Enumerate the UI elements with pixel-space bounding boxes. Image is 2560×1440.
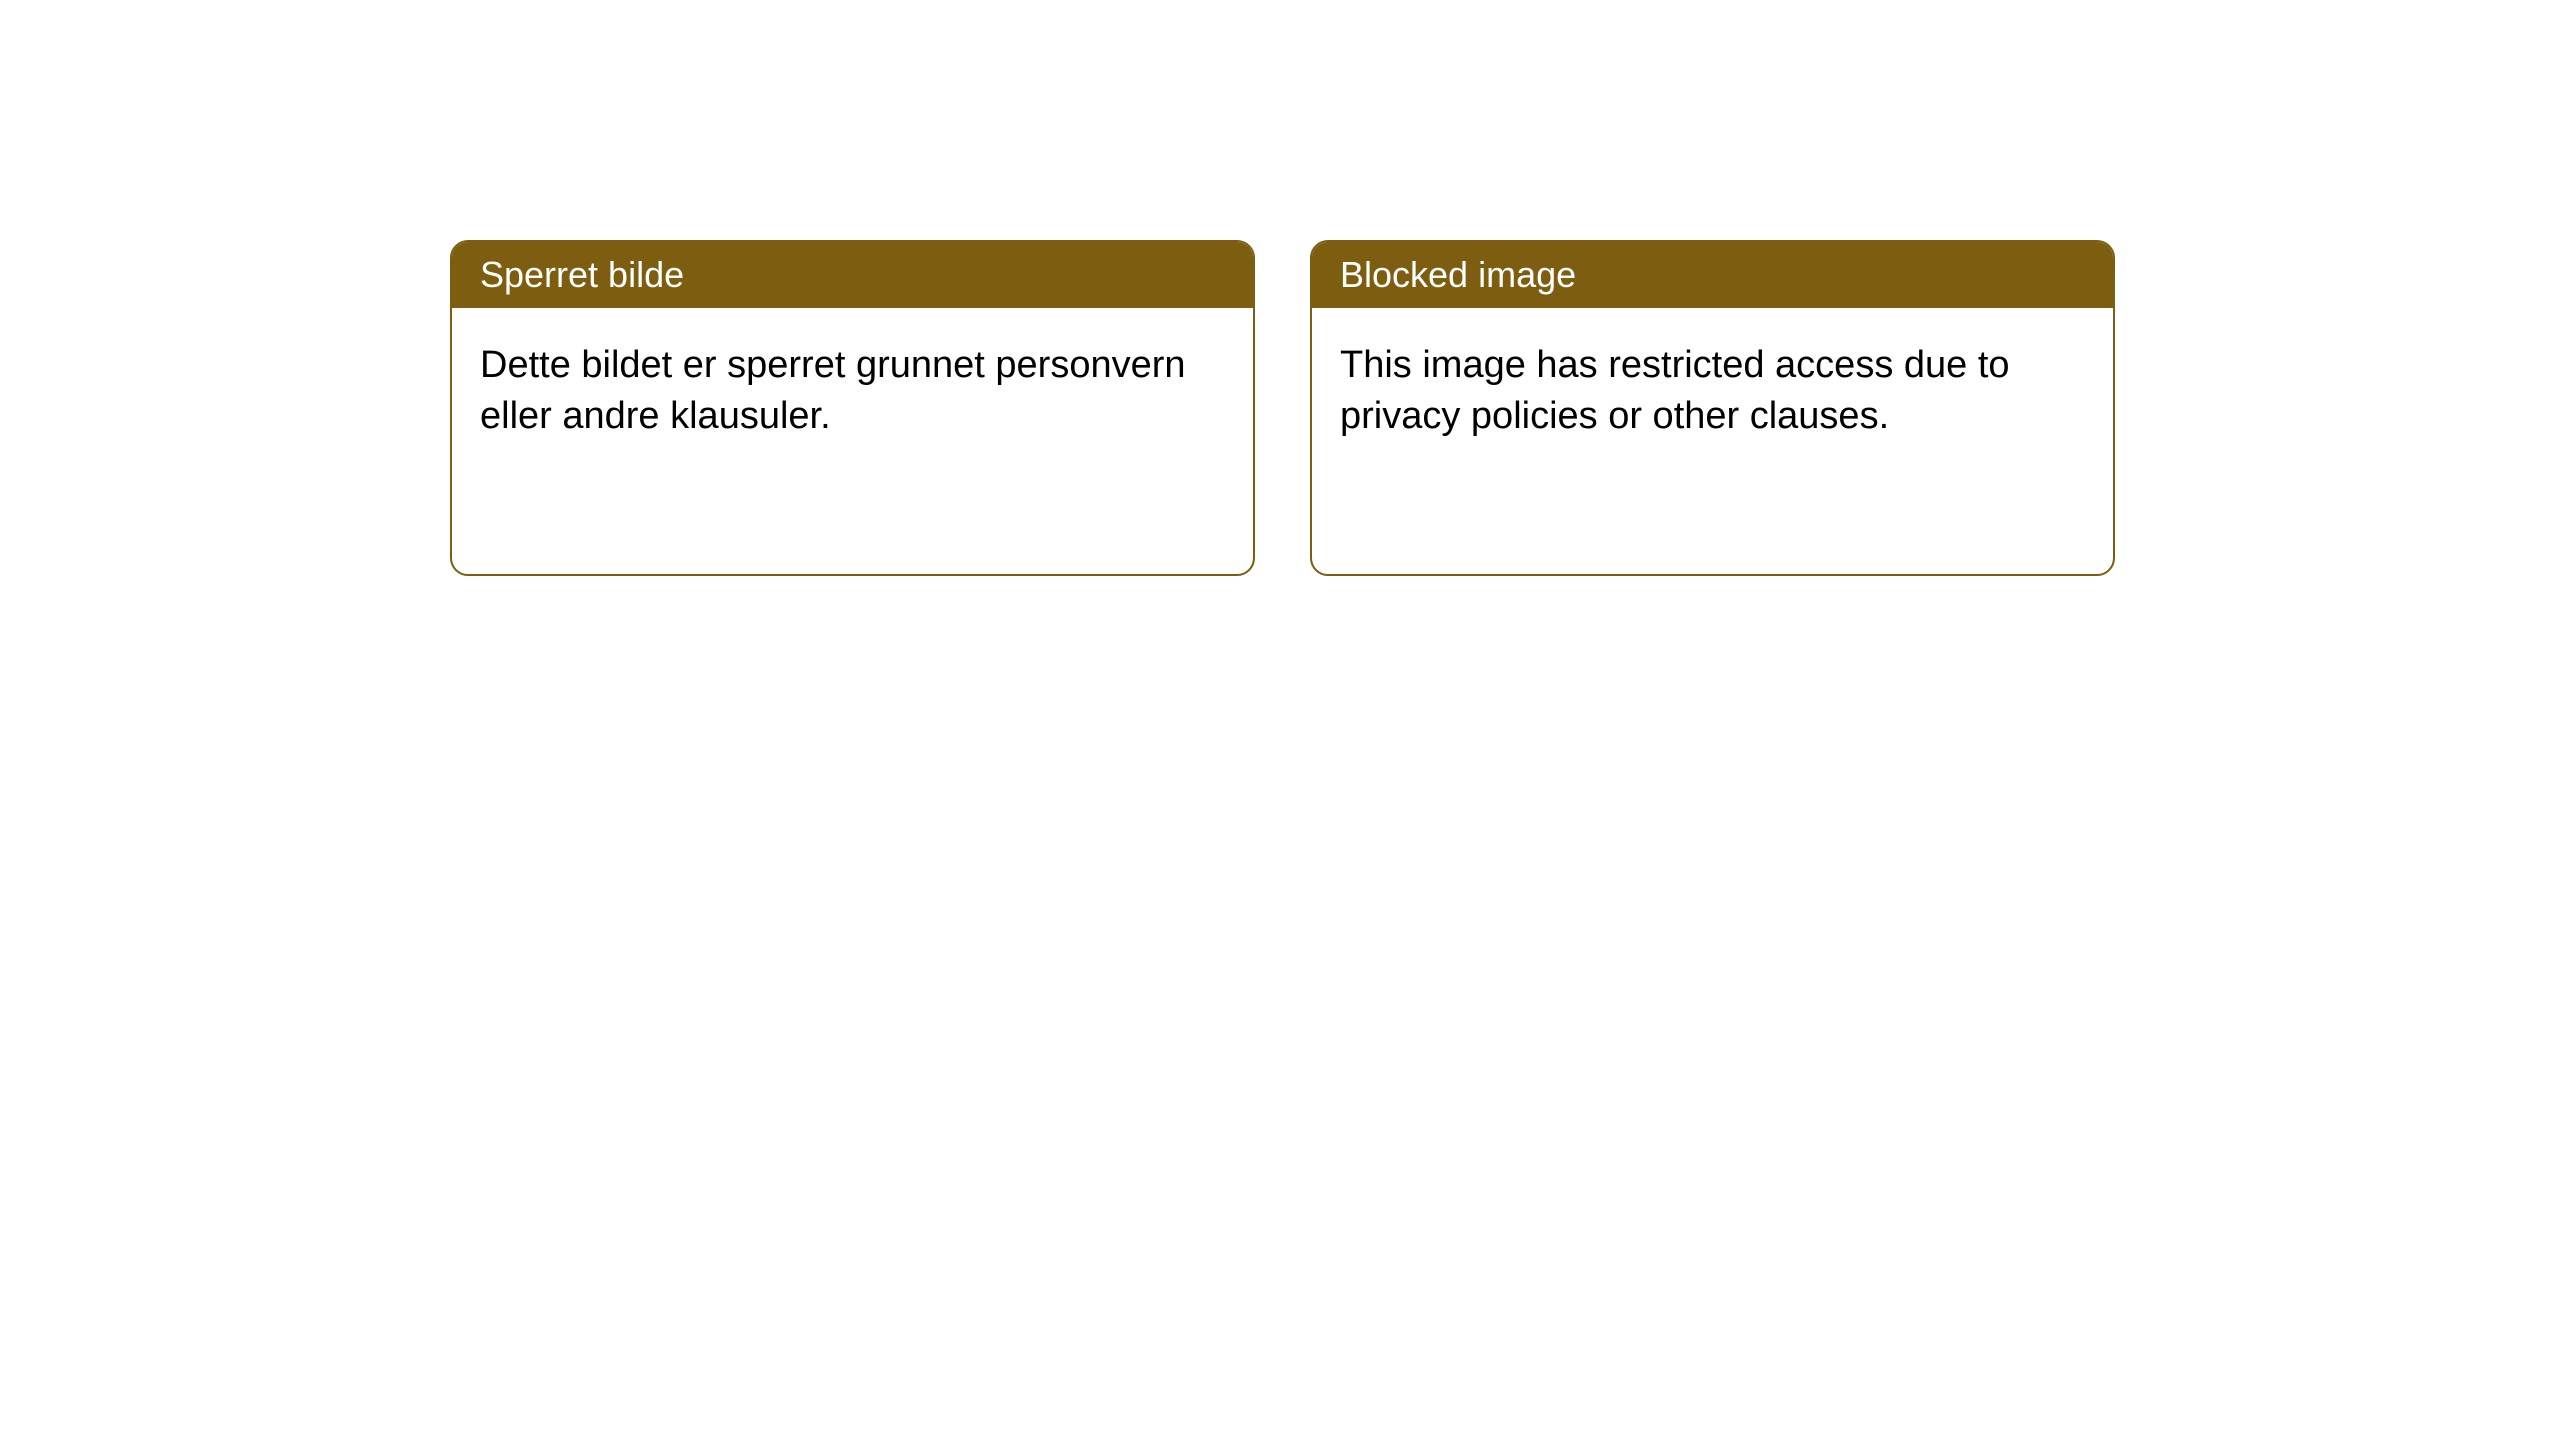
notice-cards-container: Sperret bilde Dette bildet er sperret gr…: [450, 240, 2115, 576]
notice-card-english: Blocked image This image has restricted …: [1310, 240, 2115, 576]
notice-card-message: This image has restricted access due to …: [1340, 344, 2010, 437]
notice-card-body: Dette bildet er sperret grunnet personve…: [452, 308, 1253, 475]
notice-card-title: Sperret bilde: [480, 254, 684, 295]
notice-card-message: Dette bildet er sperret grunnet personve…: [480, 344, 1186, 437]
notice-card-header: Blocked image: [1312, 242, 2113, 308]
notice-card-header: Sperret bilde: [452, 242, 1253, 308]
notice-card-norwegian: Sperret bilde Dette bildet er sperret gr…: [450, 240, 1255, 576]
notice-card-title: Blocked image: [1340, 254, 1576, 295]
notice-card-body: This image has restricted access due to …: [1312, 308, 2113, 475]
